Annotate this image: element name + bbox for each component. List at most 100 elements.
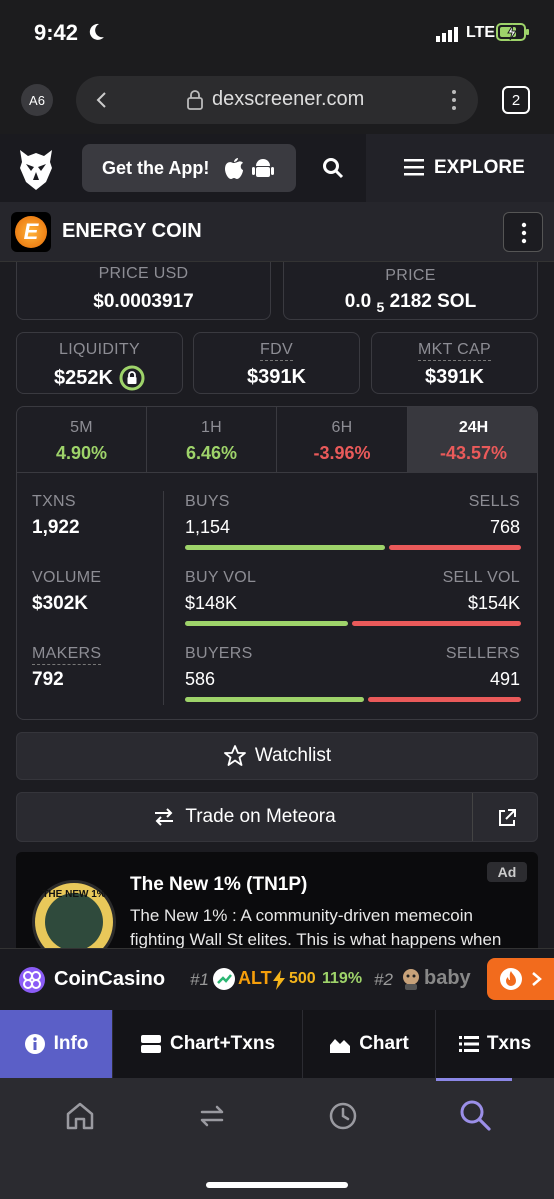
tab-count-button[interactable]: 2 [502, 86, 530, 114]
swap-icon[interactable] [196, 1100, 228, 1132]
ad-text: The New 1% : A community-driven memecoin… [130, 906, 502, 948]
tab-5m[interactable]: 5M 4.90% [17, 407, 147, 473]
tab-5m-value: 4.90% [55, 443, 108, 463]
tab-chart-txns-label: Chart+Txns [169, 1033, 276, 1054]
price-usd-card: PRICE USD $0.0003917 [16, 262, 271, 320]
tab-chart[interactable]: Chart [303, 1010, 436, 1078]
buys-label: BUYS [185, 493, 230, 510]
fdv-label[interactable]: FDV [260, 341, 293, 361]
makers-value: 792 [32, 669, 64, 690]
energy-logo-icon: E [15, 216, 47, 248]
ad-title: The New 1% (TN1P) [130, 874, 308, 895]
profile-avatar[interactable]: A6 [21, 84, 53, 116]
swap-arrows-icon [155, 808, 174, 826]
tab-24h[interactable]: 24H -43.57% [408, 407, 537, 473]
ticker-coin-2[interactable]: baby [424, 967, 471, 989]
ad-logo-inner [45, 893, 103, 948]
browser-toolbar: A6 dexscreener.com 2 [0, 68, 554, 134]
tab-24h-value: -43.57% [439, 443, 508, 463]
tab-chart-txns[interactable]: Chart+Txns [113, 1010, 303, 1078]
buys-value: 1,154 [185, 517, 231, 537]
sell-vol-value: $154K [467, 593, 520, 613]
tab-24h-label: 24H [458, 419, 489, 436]
coincasino-label[interactable]: CoinCasino [54, 968, 166, 990]
token-header: E ENERGY COIN [0, 202, 554, 262]
trade-label: Trade on Meteora [185, 806, 336, 827]
token-menu-button[interactable] [503, 212, 543, 252]
sells-label: SELLS [468, 493, 520, 510]
tab-info[interactable]: Info [0, 1010, 113, 1078]
watchlist-button[interactable]: Watchlist [16, 732, 538, 780]
tab-6h[interactable]: 6H -3.96% [277, 407, 408, 473]
makers-label[interactable]: MAKERS [32, 645, 102, 665]
split-view-icon [140, 1035, 161, 1053]
history-icon[interactable] [327, 1100, 359, 1132]
ad-badge: Ad [487, 862, 527, 882]
url-text[interactable]: dexscreener.com [212, 88, 365, 110]
volume-value: $302K [32, 593, 88, 614]
status-time: 9:42 [34, 20, 79, 45]
tab-txns[interactable]: Txns [436, 1010, 554, 1078]
search-icon[interactable] [458, 1098, 492, 1132]
trade-divider [472, 793, 473, 841]
active-tab-indicator [436, 1078, 512, 1081]
list-icon [458, 1036, 479, 1052]
dexscreener-logo-icon[interactable] [16, 148, 56, 190]
apple-icon [225, 158, 243, 179]
mktcap-card: MKT CAP $391K [371, 332, 538, 394]
ticker-rank-1: #1 [190, 970, 209, 989]
price-usd-label: PRICE USD [98, 265, 189, 282]
sellers-label: SELLERS [445, 645, 520, 662]
more-vertical-icon[interactable] [450, 88, 458, 112]
explore-button[interactable]: EXPLORE [366, 134, 554, 202]
ticker-border [0, 948, 554, 949]
more-vertical-icon [521, 222, 527, 244]
trending-button[interactable] [487, 958, 554, 1000]
search-icon[interactable] [322, 157, 344, 179]
price-subscript: 5 [376, 298, 385, 315]
ticker-rank-2: #2 [374, 970, 393, 989]
coincasino-logo-icon[interactable] [18, 966, 46, 994]
tab-5m-label: 5M [70, 419, 93, 436]
tab-1h[interactable]: 1H 6.46% [147, 407, 277, 473]
fire-icon [500, 968, 522, 990]
sell-vol-bar [352, 621, 521, 626]
liquidity-lock-icon[interactable] [119, 365, 145, 391]
home-indicator [206, 1182, 348, 1188]
get-app-label: Get the App! [102, 158, 210, 178]
home-icon[interactable] [64, 1100, 96, 1132]
external-link-icon[interactable] [497, 808, 517, 828]
get-app-button[interactable]: Get the App! [82, 144, 296, 192]
ticker-coin-1[interactable]: ALT [238, 968, 272, 988]
ticker-pct-1: 119% [322, 970, 363, 987]
buy-vol-label: BUY VOL [185, 569, 257, 586]
tab-1h-value: 6.46% [185, 443, 238, 463]
network-type: LTE [466, 24, 496, 41]
ad-banner[interactable]: Ad THE NEW 1% The New 1% (TN1P) The New … [16, 852, 538, 948]
signal-icon [436, 27, 458, 42]
stats-divider [163, 491, 164, 705]
liquidity-card: LIQUIDITY $252K [16, 332, 183, 394]
stats-panel: 5M 4.90% 1H 6.46% 6H -3.96% 24H -43.57% … [16, 406, 538, 720]
status-bar: 9:42 LTE [0, 0, 554, 68]
alt-token-icon [213, 968, 235, 990]
trade-button[interactable]: Trade on Meteora [16, 792, 538, 842]
address-bar[interactable]: dexscreener.com [76, 76, 478, 124]
battery-charging-icon [496, 23, 529, 41]
price-prefix: 0.0 [344, 291, 372, 312]
buyers-bar [185, 697, 364, 702]
area-chart-icon [330, 1039, 351, 1053]
back-icon[interactable] [92, 90, 112, 110]
mktcap-label[interactable]: MKT CAP [418, 341, 491, 361]
sells-bar [389, 545, 521, 550]
liquidity-value: $252K [54, 366, 113, 389]
menu-icon [404, 159, 424, 176]
baby-token-icon [403, 969, 419, 990]
tab-6h-value: -3.96% [313, 443, 371, 463]
price-native-label: PRICE [385, 267, 436, 284]
price-native-value: 0.0 5 2182 SOL [284, 291, 537, 315]
timeframe-tabs: 5M 4.90% 1H 6.46% 6H -3.96% 24H -43.57% [17, 407, 537, 473]
token-logo: E [11, 212, 51, 252]
txns-value: 1,922 [32, 517, 80, 538]
chevron-right-icon [532, 972, 542, 986]
